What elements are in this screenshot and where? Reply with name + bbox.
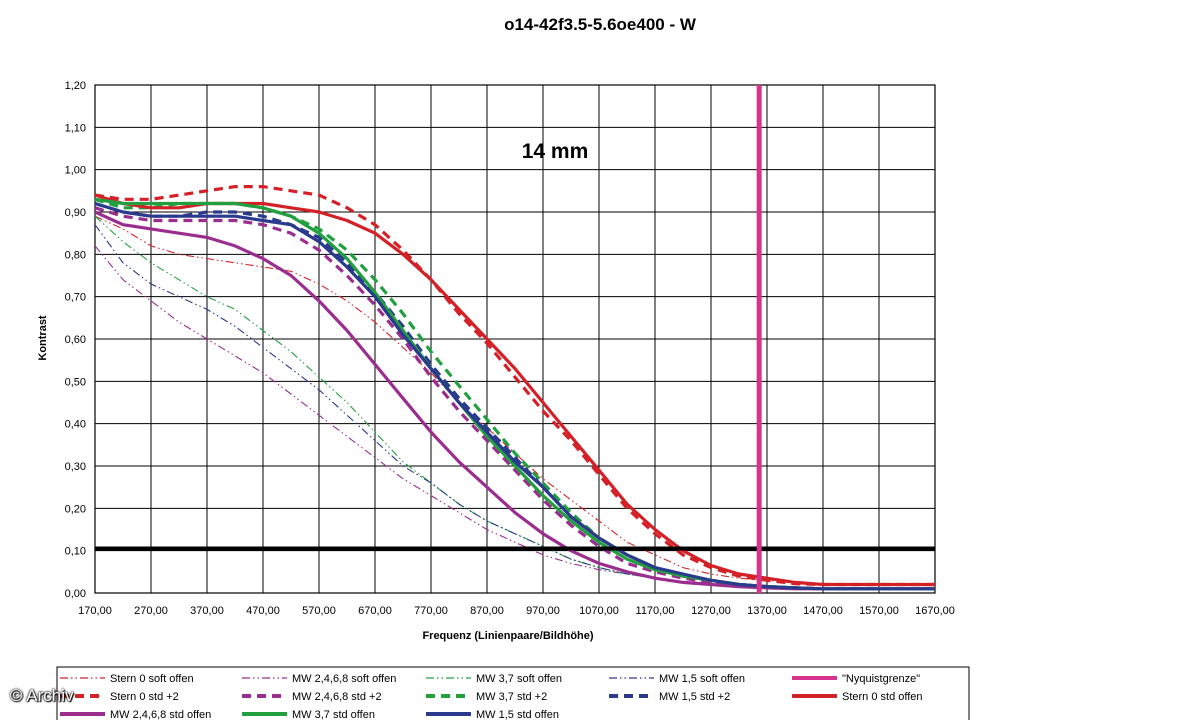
series-line-3 bbox=[94, 224, 935, 590]
series-line-9 bbox=[94, 193, 935, 587]
x-tick-label: 1070,00 bbox=[579, 605, 619, 617]
plot-area bbox=[94, 185, 935, 591]
x-tick-label: 870,00 bbox=[470, 605, 504, 617]
legend-label-2: MW 3,7 soft offen bbox=[476, 673, 562, 685]
y-tick-label: 0,20 bbox=[65, 503, 86, 515]
series-line-12 bbox=[94, 201, 935, 591]
legend-label-0: Stern 0 soft offen bbox=[110, 673, 194, 685]
x-tick-label: 170,00 bbox=[78, 605, 112, 617]
y-tick-label: 0,70 bbox=[65, 292, 86, 304]
legend-label-7: MW 3,7 std +2 bbox=[476, 691, 547, 703]
series-line-2 bbox=[94, 215, 935, 590]
y-tick-label: 0,30 bbox=[65, 461, 86, 473]
x-tick-label: 570,00 bbox=[302, 605, 336, 617]
y-tick-label: 0,40 bbox=[65, 419, 86, 431]
legend-label-11: MW 3,7 std offen bbox=[292, 709, 375, 720]
y-tick-label: 0,10 bbox=[65, 546, 86, 558]
series-line-5 bbox=[94, 185, 935, 587]
y-tick-label: 0,60 bbox=[65, 334, 86, 346]
legend-label-3: MW 1,5 soft offen bbox=[659, 673, 745, 685]
legend-label-4: "Nyquistgrenze" bbox=[842, 673, 920, 685]
y-tick-label: 0,80 bbox=[65, 249, 86, 261]
x-tick-label: 270,00 bbox=[134, 605, 168, 617]
y-tick-label: 1,00 bbox=[65, 165, 86, 177]
x-tick-label: 370,00 bbox=[190, 605, 224, 617]
x-tick-label: 1570,00 bbox=[859, 605, 899, 617]
x-tick-label: 1470,00 bbox=[803, 605, 843, 617]
y-tick-label: 0,90 bbox=[65, 207, 86, 219]
axes: 170,00 270,00 370,00 470,00 570,00 670,00 770,… bbox=[65, 80, 955, 617]
x-tick-label: 1170,00 bbox=[636, 605, 675, 617]
grid bbox=[94, 84, 936, 594]
x-tick-label: 470,00 bbox=[246, 605, 280, 617]
series-line-7 bbox=[94, 197, 935, 591]
legend-label-8: MW 1,5 std +2 bbox=[659, 691, 730, 703]
series-line-8 bbox=[94, 201, 935, 591]
series-line-10 bbox=[94, 210, 935, 591]
legend-label-6: MW 2,4,6,8 std +2 bbox=[292, 691, 382, 703]
focal-length-annotation: 14 mm bbox=[522, 140, 589, 163]
legend-label-5: Stern 0 std +2 bbox=[110, 691, 179, 703]
legend-box bbox=[56, 666, 970, 720]
y-tick-label: 1,10 bbox=[65, 122, 86, 134]
reference-lines bbox=[95, 85, 935, 593]
legend-label-1: MW 2,4,6,8 soft offen bbox=[292, 673, 396, 685]
legend-label-9: Stern 0 std offen bbox=[842, 691, 923, 703]
x-tick-label: 1670,00 bbox=[915, 605, 955, 617]
chart-title: o14-42f3.5-5.6oe400 - W bbox=[504, 15, 697, 34]
watermark: © Archiv bbox=[10, 686, 74, 705]
legend-label-12: MW 1,5 std offen bbox=[476, 709, 559, 720]
x-tick-label: 970,00 bbox=[526, 605, 560, 617]
x-axis-label: Frequenz (Linienpaare/Bildhöhe) bbox=[422, 630, 593, 642]
y-tick-label: 1,20 bbox=[65, 80, 86, 92]
x-tick-label: 1370,00 bbox=[747, 605, 787, 617]
x-tick-label: 670,00 bbox=[358, 605, 392, 617]
legend: Stern 0 soft offen MW 2,4,6,8 soft offen M… bbox=[56, 666, 970, 720]
series-line-1 bbox=[94, 245, 935, 590]
y-tick-label: 0,50 bbox=[65, 376, 86, 388]
x-tick-label: 1270,00 bbox=[691, 605, 731, 617]
series-line-6 bbox=[94, 206, 935, 591]
series-line-0 bbox=[94, 215, 935, 586]
series-line-11 bbox=[94, 197, 935, 591]
y-axis-label: Kontrast bbox=[37, 315, 49, 361]
legend-label-10: MW 2,4,6,8 std offen bbox=[110, 709, 211, 720]
y-tick-label: 0,00 bbox=[65, 588, 86, 600]
x-tick-label: 770,00 bbox=[414, 605, 448, 617]
